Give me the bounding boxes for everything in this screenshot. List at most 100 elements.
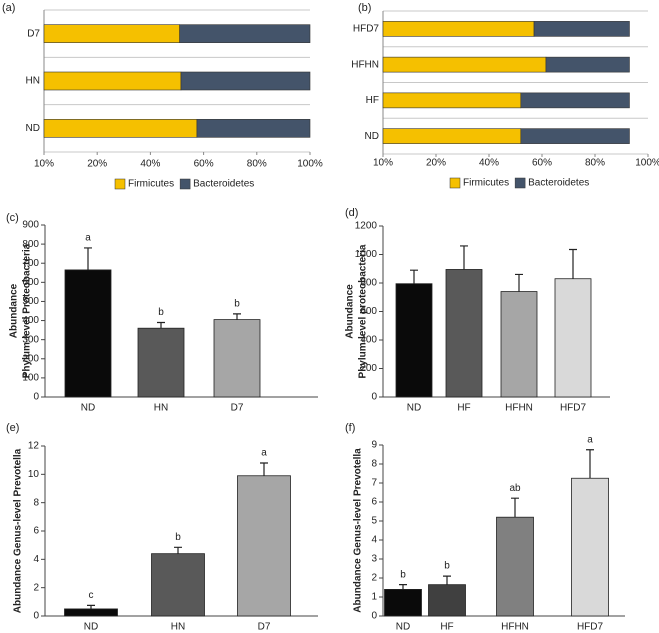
bar-segment — [179, 24, 311, 43]
category-label: HF — [366, 95, 379, 106]
category-label: ND — [365, 131, 379, 142]
x-tick-label: 60% — [532, 158, 552, 169]
significance-letter: c — [89, 590, 94, 601]
x-tick-label: ND — [81, 403, 95, 414]
y-tick-label: 9 — [371, 440, 377, 451]
x-tick-label: 100% — [297, 159, 323, 170]
y-axis-label: Abundance — [345, 284, 356, 339]
y-tick-label: 2 — [371, 573, 377, 584]
x-tick-label: HN — [154, 403, 168, 414]
significance-letter: b — [158, 307, 164, 318]
legend-label: Bacteroidetes — [528, 178, 589, 189]
error-bar — [586, 449, 594, 479]
x-tick-label: D7 — [258, 622, 271, 633]
x-tick-label: 80% — [247, 159, 267, 170]
error-bar — [233, 313, 241, 320]
bar — [213, 319, 261, 398]
x-tick-label: 20% — [426, 158, 446, 169]
y-tick-label: 2 — [33, 582, 39, 593]
y-tick-label: 400 — [22, 315, 39, 326]
error-bar — [399, 584, 407, 590]
x-tick-label: 40% — [140, 159, 160, 170]
x-tick-label: ND — [407, 403, 421, 414]
y-axis-label: Abundance — [9, 283, 20, 338]
x-tick-label: HF — [440, 622, 453, 633]
bar-segment — [382, 128, 522, 144]
panel-label: (d) — [345, 207, 358, 219]
y-tick-label: 4 — [33, 554, 39, 565]
y-tick-label: 200 — [22, 353, 39, 364]
y-tick-label: 900 — [22, 220, 39, 231]
y-tick-label: 12 — [28, 441, 40, 452]
bar-segment — [533, 21, 630, 37]
panel-label: (c) — [6, 212, 19, 224]
y-tick-label: 1000 — [355, 249, 378, 260]
x-tick-label: HN — [171, 622, 185, 633]
error-bar — [460, 245, 468, 270]
x-tick-label: ND — [84, 622, 98, 633]
x-tick-label: HFD7 — [560, 403, 587, 414]
y-axis-label: Abundance Genus-level Prevotella — [13, 448, 24, 613]
x-tick-label: ND — [396, 622, 410, 633]
legend-label: Bacteroidetes — [193, 179, 254, 190]
bar — [237, 475, 291, 617]
x-tick-label: HFHN — [505, 403, 533, 414]
panel-label: (f) — [345, 422, 355, 434]
error-bar — [443, 575, 451, 585]
error-bar — [515, 273, 523, 292]
error-bar — [410, 269, 418, 284]
category-label: HN — [26, 76, 40, 87]
y-tick-label: 6 — [371, 497, 377, 508]
bar-segment — [382, 56, 547, 73]
y-tick-label: 800 — [22, 239, 39, 250]
y-tick-label: 500 — [22, 296, 39, 307]
x-tick-label: 20% — [87, 159, 107, 170]
bar — [64, 269, 112, 398]
panel-label: (b) — [358, 2, 371, 14]
category-label: D7 — [27, 28, 40, 39]
bar — [496, 516, 534, 617]
error-bar — [569, 248, 577, 279]
bar — [395, 283, 433, 398]
legend-swatch — [179, 178, 191, 190]
panel-label: (e) — [6, 422, 19, 434]
x-tick-label: HFD7 — [577, 622, 604, 633]
significance-letter: a — [85, 233, 91, 244]
legend-label: Firmicutes — [463, 178, 509, 189]
category-label: HFHN — [351, 59, 379, 70]
y-tick-label: 600 — [360, 306, 377, 317]
y-tick-label: 1 — [371, 592, 377, 603]
bar — [64, 608, 118, 617]
y-tick-label: 200 — [360, 363, 377, 374]
y-tick-label: 7 — [371, 478, 377, 489]
bar — [571, 477, 609, 617]
bar — [151, 553, 205, 617]
error-bar — [157, 321, 165, 329]
y-tick-label: 300 — [22, 334, 39, 345]
significance-letter: b — [175, 532, 181, 543]
x-tick-label: 100% — [635, 158, 659, 169]
x-tick-label: 60% — [194, 159, 214, 170]
x-tick-label: D7 — [231, 403, 244, 414]
y-tick-label: 1200 — [355, 221, 378, 232]
y-tick-label: 600 — [22, 277, 39, 288]
error-bar — [260, 462, 268, 476]
legend-swatch — [514, 177, 526, 189]
error-bar — [511, 497, 519, 518]
y-tick-label: 0 — [33, 392, 39, 403]
bar-segment — [382, 92, 522, 109]
bar — [554, 278, 592, 398]
bar — [500, 291, 538, 398]
significance-letter: b — [444, 561, 450, 572]
bar-segment — [43, 71, 182, 91]
legend-swatch — [114, 178, 126, 190]
bar-segment — [180, 71, 311, 91]
y-tick-label: 8 — [371, 459, 377, 470]
significance-letter: a — [587, 434, 593, 445]
y-tick-label: 5 — [371, 516, 377, 527]
y-tick-label: 700 — [22, 258, 39, 269]
y-tick-label: 8 — [33, 497, 39, 508]
bar-segment — [382, 21, 535, 37]
y-tick-label: 4 — [371, 535, 377, 546]
